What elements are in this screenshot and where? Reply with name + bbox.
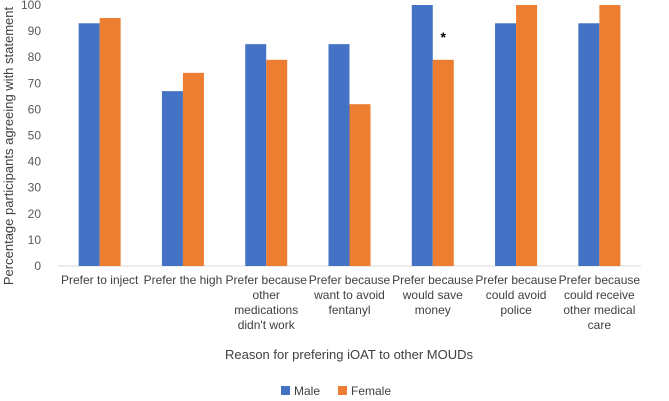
x-category-label: Prefer because could avoid police — [475, 273, 557, 317]
y-tick-label: 10 — [28, 233, 42, 247]
legend: Male Female — [281, 384, 391, 398]
x-category-label-line: other medical — [563, 303, 635, 317]
x-category-label-line: want to avoid — [313, 288, 385, 302]
significance-marker: * — [441, 29, 447, 45]
legend-swatch-male — [281, 386, 290, 395]
bar-male — [578, 23, 600, 266]
x-category-label-line: fentanyl — [328, 303, 370, 317]
x-category-label-line: Prefer because — [475, 273, 557, 287]
bar-male — [245, 44, 267, 267]
y-tick-label: 0 — [34, 259, 41, 273]
y-tick-label: 60 — [28, 102, 42, 116]
y-tick-label: 20 — [28, 207, 42, 221]
bar-female — [599, 5, 621, 266]
x-category-label-line: Prefer because — [559, 273, 641, 287]
y-tick-label: 30 — [28, 181, 42, 195]
bar-female — [99, 18, 121, 266]
bar-male — [328, 44, 350, 267]
bar-female — [516, 5, 538, 266]
x-category-label-line: Prefer because — [226, 273, 308, 287]
legend-swatch-female — [338, 386, 347, 395]
annotations: * — [441, 29, 447, 45]
bars — [78, 5, 621, 267]
x-category-label-line: care — [588, 318, 612, 332]
y-tick-label: 50 — [28, 129, 42, 143]
x-category-label: Prefer the high — [144, 273, 223, 287]
bar-male — [495, 23, 517, 266]
legend-label-male: Male — [294, 384, 320, 398]
x-category-label-line: could receive — [564, 288, 635, 302]
x-category-label-line: could avoid — [486, 288, 547, 302]
x-category-label-line: police — [500, 303, 532, 317]
x-category-label-line: didn't work — [238, 318, 296, 332]
x-category-label: Prefer because would save money — [392, 273, 474, 317]
x-category-label-line: Prefer because — [392, 273, 474, 287]
x-category-label-line: Prefer because — [309, 273, 391, 287]
bar-male — [78, 23, 100, 266]
x-category-label-line: Prefer to inject — [61, 273, 139, 287]
x-category-label: Prefer because other medications didn't wor… — [226, 273, 308, 332]
bar-female — [266, 59, 288, 267]
x-category-label: Prefer because want to avoid fentanyl — [309, 273, 391, 317]
x-category-label-line: other — [253, 288, 280, 302]
x-category-label-line: Prefer the high — [144, 273, 223, 287]
y-axis-title: Percentage participants agreeing with st… — [1, 7, 16, 286]
x-category-label-line: money — [415, 303, 451, 317]
bar-male — [411, 5, 433, 266]
y-tick-label: 70 — [28, 76, 42, 90]
y-tick-label: 80 — [28, 50, 42, 64]
x-category-label: Prefer to inject — [61, 273, 139, 287]
y-tick-label: 90 — [28, 24, 42, 38]
x-category-label: Prefer because could receive other medical… — [559, 273, 641, 332]
bar-female — [349, 104, 371, 267]
x-category-label-line: medications — [234, 303, 298, 317]
y-tick-label: 100 — [21, 0, 41, 12]
legend-label-female: Female — [351, 384, 391, 398]
y-tick-label: 40 — [28, 155, 42, 169]
x-axis-title: Reason for prefering iOAT to other MOUDs — [225, 347, 474, 362]
y-axis-ticks: 0 10 20 30 40 50 60 70 80 90 100 — [21, 0, 41, 273]
x-axis-category-labels: Prefer to inject Prefer the high Prefer be… — [61, 273, 640, 332]
bar-female — [182, 72, 204, 266]
x-category-label-line: would save — [402, 288, 463, 302]
bar-female — [432, 59, 454, 267]
bar-male — [161, 91, 183, 266]
